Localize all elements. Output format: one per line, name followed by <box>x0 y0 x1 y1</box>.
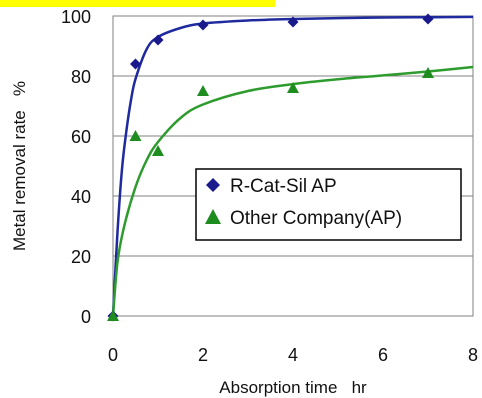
x-tick-label: 0 <box>108 345 118 365</box>
y-tick-label: 80 <box>71 67 91 87</box>
plot-area <box>113 16 473 316</box>
x-tick-label: 8 <box>468 345 478 365</box>
y-tick-label: 40 <box>71 187 91 207</box>
x-tick-label: 2 <box>198 345 208 365</box>
y-axis-title: Metal removal rate % <box>10 81 29 251</box>
y-tick-label: 60 <box>71 127 91 147</box>
y-tick-label: 0 <box>81 307 91 327</box>
legend: R-Cat-Sil AP Other Company(AP) <box>196 169 461 240</box>
legend-label-other-company: Other Company(AP) <box>230 208 402 229</box>
title-banner <box>0 0 275 7</box>
x-tick-label: 4 <box>288 345 298 365</box>
x-axis-ticks: 0 2 4 6 8 <box>108 345 478 365</box>
legend-label-r-cat-sil: R-Cat-Sil AP <box>230 176 337 197</box>
y-tick-label: 100 <box>61 7 91 27</box>
x-axis-title: Absorption time hr <box>219 378 367 397</box>
x-tick-label: 6 <box>378 345 388 365</box>
y-axis-ticks: 0 20 40 60 80 100 <box>61 7 91 327</box>
y-tick-label: 20 <box>71 247 91 267</box>
